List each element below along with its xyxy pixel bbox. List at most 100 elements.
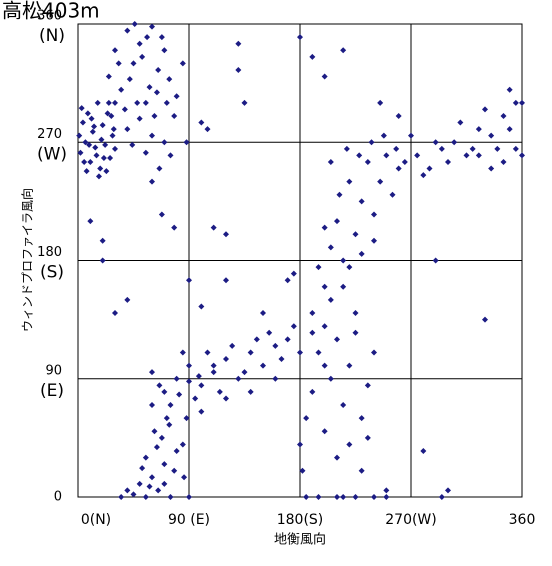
point <box>356 152 363 159</box>
y-tick-label: 90 <box>45 363 62 378</box>
point <box>142 454 149 461</box>
point <box>315 494 322 500</box>
point <box>500 112 507 119</box>
point <box>153 89 160 96</box>
point <box>393 145 400 152</box>
point <box>315 264 322 271</box>
point <box>104 110 111 117</box>
point <box>87 158 94 165</box>
point <box>340 283 347 290</box>
point <box>488 165 495 172</box>
point <box>161 388 168 395</box>
point <box>161 480 168 487</box>
point <box>171 112 178 119</box>
point <box>171 467 178 474</box>
point <box>121 106 128 113</box>
y-tick-direction: (W) <box>37 144 67 164</box>
point <box>84 110 91 117</box>
point <box>327 244 334 251</box>
point <box>358 467 365 474</box>
point <box>506 86 513 93</box>
point <box>156 165 163 172</box>
point <box>343 145 350 152</box>
point <box>340 257 347 264</box>
point <box>88 115 95 122</box>
point <box>78 105 85 112</box>
point <box>131 21 138 27</box>
point <box>146 84 153 91</box>
point <box>186 494 192 500</box>
point <box>364 434 371 441</box>
point <box>327 296 334 303</box>
point <box>346 362 353 369</box>
point <box>142 99 149 106</box>
point <box>334 494 340 500</box>
point <box>179 441 186 448</box>
point <box>506 126 513 133</box>
point <box>210 362 217 369</box>
y-tick-direction: (N) <box>39 26 65 46</box>
point <box>107 155 114 162</box>
point <box>204 126 211 133</box>
point <box>126 76 133 83</box>
point <box>173 375 180 382</box>
point <box>210 369 217 376</box>
point <box>340 47 347 54</box>
point <box>340 402 347 409</box>
point <box>163 99 170 106</box>
point <box>371 494 377 500</box>
point <box>186 362 192 369</box>
point <box>334 336 340 343</box>
point <box>327 158 334 165</box>
point <box>158 434 165 441</box>
point <box>445 487 451 494</box>
point <box>92 144 99 151</box>
point <box>149 23 155 30</box>
point <box>79 119 86 126</box>
point <box>112 145 118 152</box>
point <box>309 329 316 336</box>
point <box>124 126 131 133</box>
point <box>321 323 328 330</box>
x-tick-label: 0(N) <box>81 512 111 528</box>
point <box>192 395 199 402</box>
point <box>266 329 273 336</box>
point <box>183 415 190 422</box>
point <box>290 270 297 277</box>
point <box>110 126 117 133</box>
point <box>223 395 229 402</box>
point <box>195 373 202 380</box>
point <box>95 173 102 180</box>
point <box>241 99 248 106</box>
point <box>389 191 396 198</box>
point <box>297 349 303 356</box>
point <box>99 122 106 129</box>
point <box>223 356 229 363</box>
y-tick-label: 270 <box>37 127 62 142</box>
point <box>321 428 328 435</box>
y-tick-label: 0 <box>54 490 62 505</box>
point <box>130 60 137 67</box>
point <box>166 76 173 83</box>
point <box>475 152 482 159</box>
point <box>94 99 101 106</box>
point <box>77 149 84 156</box>
point <box>171 224 178 231</box>
point <box>414 152 421 159</box>
point <box>299 467 306 474</box>
point <box>395 165 402 172</box>
point <box>130 491 137 498</box>
point <box>155 66 162 73</box>
point <box>352 329 359 336</box>
point <box>235 40 242 47</box>
point <box>352 310 359 317</box>
point <box>198 303 205 310</box>
point <box>309 53 316 60</box>
point <box>383 487 390 494</box>
point <box>284 336 291 343</box>
point <box>158 211 165 218</box>
point <box>482 106 488 113</box>
point <box>519 152 525 159</box>
point <box>371 211 377 218</box>
point <box>129 141 136 148</box>
